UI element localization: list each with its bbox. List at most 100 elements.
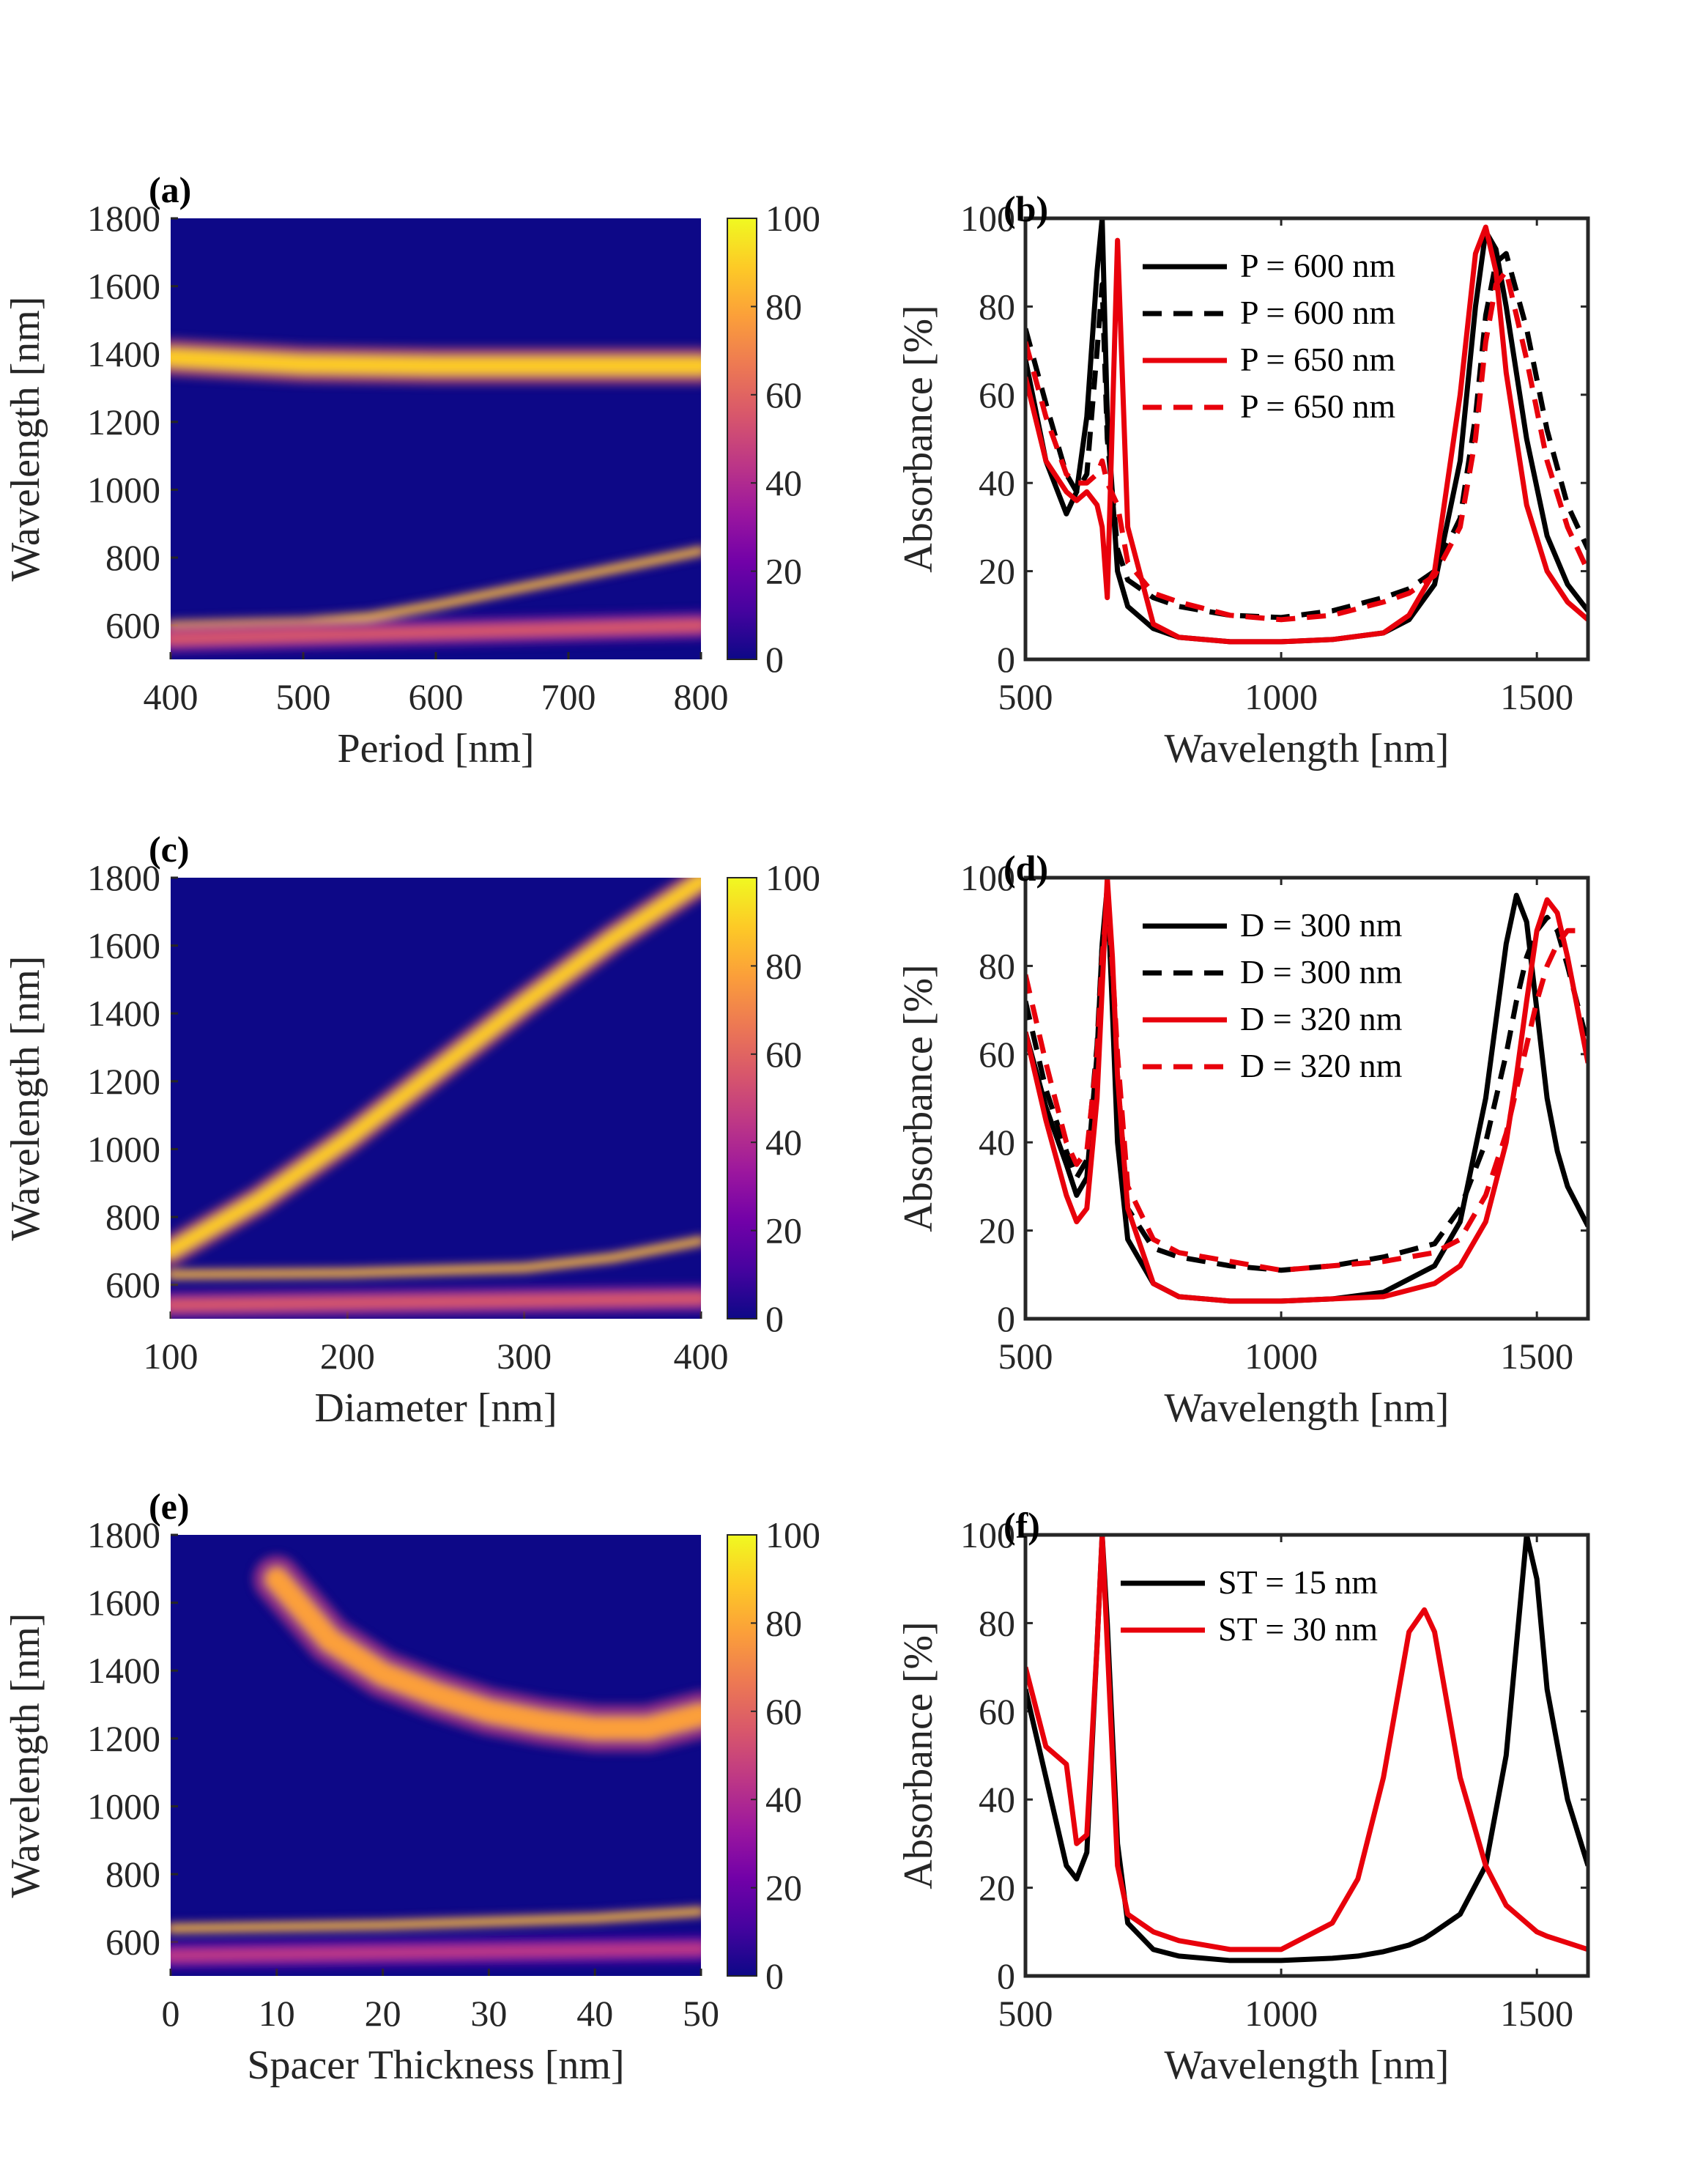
panel-d-ytick-label: 80 (979, 945, 1015, 986)
panel-c-xlabel: Diameter [nm] (314, 1385, 557, 1431)
panel-b-ylabel: Absorbance [%] (896, 305, 941, 572)
panel-b-legend-entry: P = 600 nm (1240, 294, 1395, 331)
panel-e-feature (264, 1566, 701, 1741)
panel-b-legend-entry: P = 650 nm (1240, 388, 1395, 425)
panel-a-feature (171, 348, 701, 376)
panel-a-xtick-label: 500 (276, 676, 331, 717)
panel-a: 400 500 600 700 8006008001000120014001600180… (3, 169, 820, 771)
panel-d-lines (1025, 878, 1588, 1304)
panel-a-xtick-label: 800 (674, 676, 729, 717)
panel-c-ytick-label: 1000 (87, 1128, 160, 1169)
panel-d-xtick-label: 1000 (1244, 1336, 1318, 1377)
panel-e-ytick-label: 1400 (87, 1650, 160, 1691)
panel-e-xtick-label: 30 (470, 1993, 507, 2034)
panel-b-legend-entry: P = 600 nm (1240, 247, 1395, 284)
panel-d: 500 1000 1500 0 20 40 60 80 100 Wavelength [nm] Ab… (896, 848, 1590, 1431)
panel-f: 500 1000 1500 0 20 40 60 80 100 Wavelength [nm] Ab… (896, 1505, 1590, 2088)
panel-b-xtick-label: 1000 (1244, 676, 1318, 717)
panel-f-xtick-label: 500 (998, 1993, 1053, 2034)
panel-d-series-3 (1025, 897, 1588, 1273)
panel-e-features (171, 1555, 701, 1969)
panel-a-ytick-label: 1400 (87, 333, 160, 374)
panel-a-xtick-label: 600 (409, 676, 464, 717)
panel-a-colorbar-label: 60 (765, 374, 802, 415)
panel-c-xtick-label: 300 (497, 1336, 552, 1377)
panel-d-xtick-label: 500 (998, 1336, 1053, 1377)
panel-b-label: (b) (1003, 188, 1048, 229)
panel-c-feature (171, 878, 701, 1259)
panel-b-ytick-label: 60 (979, 374, 1015, 415)
panel-a-background (171, 218, 701, 659)
panel-e-ytick-label: 1600 (87, 1583, 160, 1624)
panel-d-ylabel: Absorbance [%] (896, 964, 941, 1232)
panel-b-ytick-label: 80 (979, 286, 1015, 327)
panel-e-xlabel: Spacer Thickness [nm] (247, 2043, 624, 2088)
panel-a-ytick-label: 600 (105, 605, 160, 646)
panel-d-legend-entry: D = 320 nm (1240, 1047, 1403, 1084)
panel-d-ytick-label: 100 (960, 857, 1015, 898)
panel-e-ytick-label: 1800 (87, 1514, 160, 1555)
panel-e-background (171, 1535, 701, 1976)
panel-e-feature (171, 1941, 701, 1963)
panel-e-colorbar-label: 100 (765, 1514, 820, 1555)
panel-c-xtick-label: 100 (144, 1336, 199, 1377)
panel-f-xlabel: Wavelength [nm] (1165, 2043, 1450, 2088)
panel-c-label: (c) (149, 829, 190, 870)
panel-b-lines (1025, 218, 1588, 645)
panel-c-colorbar-label: 100 (765, 857, 820, 898)
panel-c-features (171, 878, 701, 1319)
panel-f-ytick-label: 60 (979, 1691, 1015, 1732)
panel-f-lines (1025, 1535, 1588, 1963)
panel-e-label: (e) (149, 1486, 190, 1527)
panel-f-ytick-label: 80 (979, 1602, 1015, 1643)
panel-c-ytick-label: 1600 (87, 925, 160, 966)
panel-e-colorbar-label: 60 (765, 1691, 802, 1732)
panel-c-colorbar-label: 0 (765, 1298, 784, 1339)
panel-c-colorbar-label: 60 (765, 1034, 802, 1075)
panel-a-ytick-label: 800 (105, 537, 160, 578)
panel-a-feature (171, 618, 701, 646)
panel-b: 500 1000 1500 0 20 40 60 80 100 Wavelength [nm] Ab… (896, 188, 1590, 771)
panel-c-colorbar-label: 40 (765, 1122, 802, 1163)
panel-b-xtick-label: 1500 (1500, 676, 1573, 717)
panel-f-label: (f) (1003, 1505, 1040, 1546)
panel-a-xtick-label: 400 (144, 676, 199, 717)
panel-c-feature (171, 1291, 701, 1312)
panel-b-ytick-label: 40 (979, 462, 1015, 503)
panel-f-ytick-label: 0 (997, 1955, 1015, 1996)
panel-a-features (171, 338, 701, 653)
panel-d-xtick-label: 1500 (1500, 1336, 1573, 1377)
panel-a-xlabel: Period [nm] (337, 726, 534, 771)
panel-e-ytick-label: 600 (105, 1922, 160, 1963)
panel-d-ytick-label: 20 (979, 1210, 1015, 1251)
panel-d-legend-entry: D = 300 nm (1240, 953, 1403, 991)
panel-b-xlabel: Wavelength [nm] (1165, 726, 1450, 771)
panel-a-colorbar-label: 40 (765, 462, 802, 503)
panel-d-ytick-label: 40 (979, 1122, 1015, 1163)
panel-f-legend-entry: ST = 30 nm (1218, 1610, 1378, 1648)
panel-b-ytick-label: 20 (979, 551, 1015, 592)
panel-d-ytick-label: 0 (997, 1298, 1015, 1339)
panel-f-xtick-label: 1500 (1500, 1993, 1573, 2034)
panel-f-series-1 (1025, 1535, 1588, 1952)
panel-d-legend-entry: D = 300 nm (1240, 906, 1403, 944)
panel-c-ytick-label: 600 (105, 1265, 160, 1306)
panel-a-ytick-label: 1800 (87, 198, 160, 239)
panel-a-colorbar (727, 218, 757, 660)
panel-a-ylabel: Wavelength [nm] (3, 297, 48, 582)
panel-e-xtick-label: 20 (365, 1993, 401, 2034)
panel-c-ytick-label: 1400 (87, 993, 160, 1034)
panel-a-label: (a) (149, 169, 191, 210)
panel-d-label: (d) (1003, 848, 1048, 889)
panel-e-xtick-label: 10 (259, 1993, 295, 2034)
panel-e-ytick-label: 1200 (87, 1718, 160, 1759)
panel-a-colorbar-label: 80 (765, 286, 802, 327)
panel-f-ytick-label: 20 (979, 1867, 1015, 1909)
panel-a-colorbar-label: 100 (765, 198, 820, 239)
panel-f-ytick-label: 100 (960, 1514, 1015, 1555)
panel-d-ytick-label: 60 (979, 1034, 1015, 1075)
panel-e-colorbar-label: 40 (765, 1779, 802, 1820)
panel-c-ytick-label: 1200 (87, 1061, 160, 1102)
panel-b-xtick-label: 500 (998, 676, 1053, 717)
